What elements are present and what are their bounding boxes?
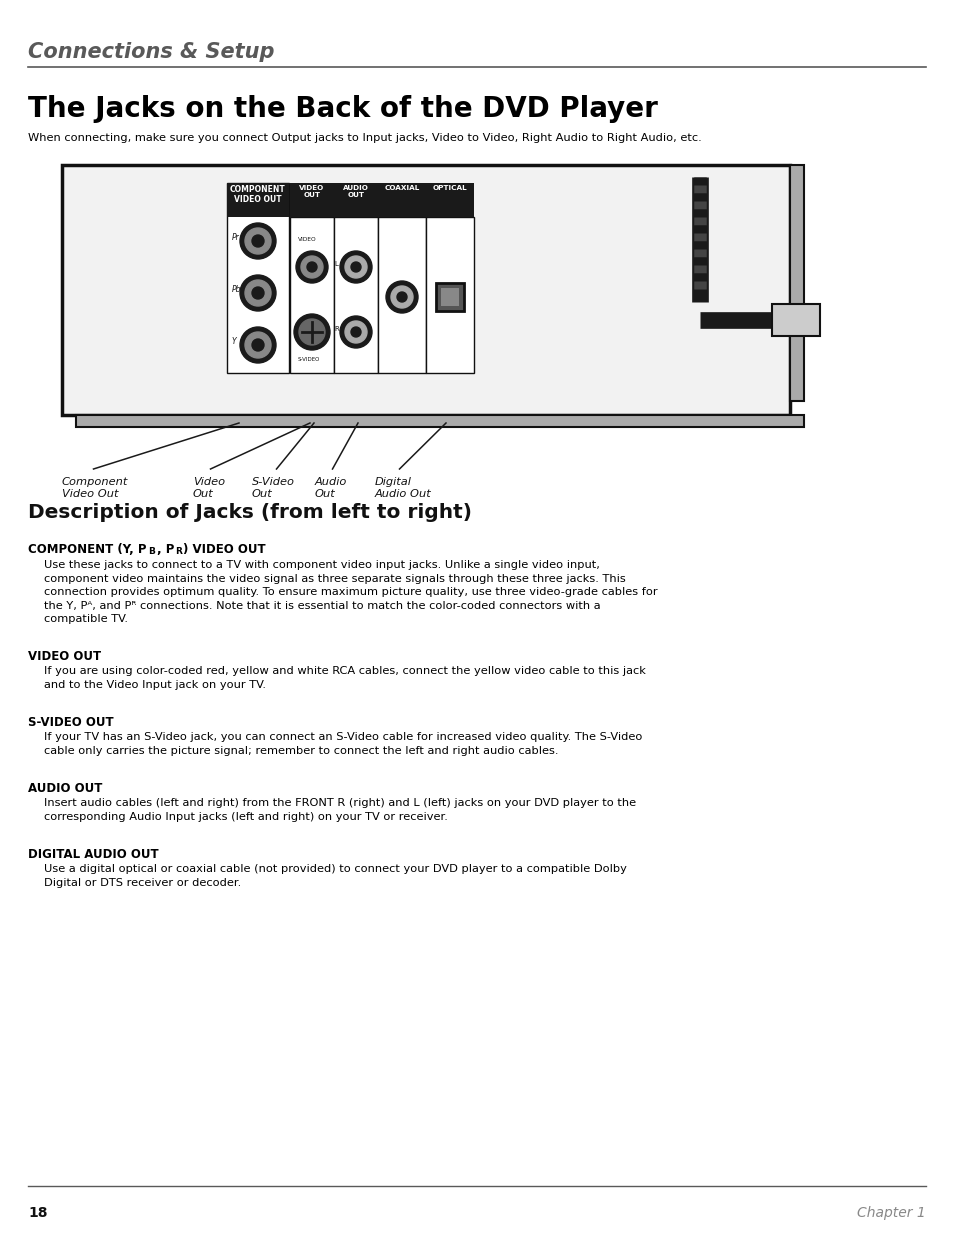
Text: Insert audio cables (left and right) from the FRONT R (right) and L (left) jacks: Insert audio cables (left and right) fro… — [44, 799, 636, 823]
Text: Chapter 1: Chapter 1 — [857, 1207, 925, 1220]
Circle shape — [396, 291, 407, 303]
Bar — [334, 183, 377, 217]
Text: Use these jacks to connect to a TV with component video input jacks. Unlike a si: Use these jacks to connect to a TV with … — [44, 559, 657, 625]
Text: VIDEO: VIDEO — [297, 237, 316, 242]
Text: Video
Out: Video Out — [193, 477, 225, 499]
Circle shape — [307, 262, 316, 272]
Text: 18: 18 — [28, 1207, 48, 1220]
Circle shape — [339, 251, 372, 283]
Circle shape — [252, 287, 264, 299]
Text: R: R — [334, 326, 338, 332]
Text: Pr: Pr — [232, 233, 239, 242]
Bar — [426, 183, 474, 217]
Text: Y: Y — [232, 337, 236, 347]
Bar — [334, 217, 377, 373]
Text: , P: , P — [157, 543, 174, 556]
Text: L: L — [334, 261, 337, 267]
Circle shape — [345, 256, 367, 278]
Circle shape — [240, 327, 275, 363]
Bar — [62, 165, 789, 415]
Text: Description of Jacks (from left to right): Description of Jacks (from left to right… — [28, 503, 472, 522]
Text: VIDEO OUT: VIDEO OUT — [28, 650, 101, 662]
Circle shape — [391, 287, 413, 308]
Circle shape — [245, 280, 271, 306]
Circle shape — [345, 321, 367, 343]
Circle shape — [339, 316, 372, 348]
Text: S-VIDEO: S-VIDEO — [297, 357, 320, 362]
Circle shape — [386, 282, 417, 312]
Text: AUDIO
OUT: AUDIO OUT — [343, 185, 369, 198]
Bar — [771, 304, 820, 336]
Circle shape — [294, 314, 330, 350]
Text: ) VIDEO OUT: ) VIDEO OUT — [183, 543, 265, 556]
Bar — [377, 183, 426, 217]
Text: S-Video
Out: S-Video Out — [252, 477, 294, 499]
Text: Use a digital optical or coaxial cable (not provided) to connect your DVD player: Use a digital optical or coaxial cable (… — [44, 864, 626, 888]
Circle shape — [351, 327, 360, 337]
Text: DIGITAL AUDIO OUT: DIGITAL AUDIO OUT — [28, 847, 158, 861]
Bar — [290, 217, 334, 373]
Circle shape — [240, 224, 275, 259]
Text: R: R — [174, 547, 182, 556]
Circle shape — [351, 262, 360, 272]
Text: AUDIO OUT: AUDIO OUT — [28, 782, 102, 794]
Bar — [377, 217, 426, 373]
Text: If your TV has an S-Video jack, you can connect an S-Video cable for increased v: If your TV has an S-Video jack, you can … — [44, 732, 641, 756]
Text: COMPONENT
VIDEO OUT: COMPONENT VIDEO OUT — [230, 185, 286, 205]
Bar — [227, 183, 289, 217]
Bar — [789, 165, 803, 401]
Text: B: B — [148, 547, 154, 556]
Text: Connections & Setup: Connections & Setup — [28, 42, 274, 62]
Text: COMPONENT (Y, P: COMPONENT (Y, P — [28, 543, 147, 556]
Bar — [227, 183, 289, 373]
Text: Component
Video Out: Component Video Out — [62, 477, 129, 499]
Circle shape — [301, 256, 323, 278]
Circle shape — [252, 235, 264, 247]
Text: OPTICAL: OPTICAL — [433, 185, 467, 191]
Circle shape — [245, 332, 271, 358]
Text: S-VIDEO OUT: S-VIDEO OUT — [28, 715, 113, 729]
Text: The Jacks on the Back of the DVD Player: The Jacks on the Back of the DVD Player — [28, 95, 658, 124]
Text: VIDEO
OUT: VIDEO OUT — [299, 185, 324, 198]
Circle shape — [252, 338, 264, 351]
Text: Audio
Out: Audio Out — [314, 477, 347, 499]
Bar — [436, 283, 463, 311]
Text: If you are using color-coded red, yellow and white RCA cables, connect the yello: If you are using color-coded red, yellow… — [44, 667, 645, 690]
Text: When connecting, make sure you connect Output jacks to Input jacks, Video to Vid: When connecting, make sure you connect O… — [28, 133, 701, 143]
Bar — [76, 415, 803, 427]
Circle shape — [240, 275, 275, 311]
Circle shape — [245, 228, 271, 254]
Bar — [290, 183, 334, 217]
Circle shape — [295, 251, 328, 283]
Bar — [426, 217, 474, 373]
Text: Digital
Audio Out: Digital Audio Out — [375, 477, 432, 499]
Circle shape — [298, 319, 325, 345]
Text: Pb: Pb — [232, 285, 241, 294]
Bar — [440, 288, 458, 306]
Text: COAXIAL: COAXIAL — [384, 185, 419, 191]
